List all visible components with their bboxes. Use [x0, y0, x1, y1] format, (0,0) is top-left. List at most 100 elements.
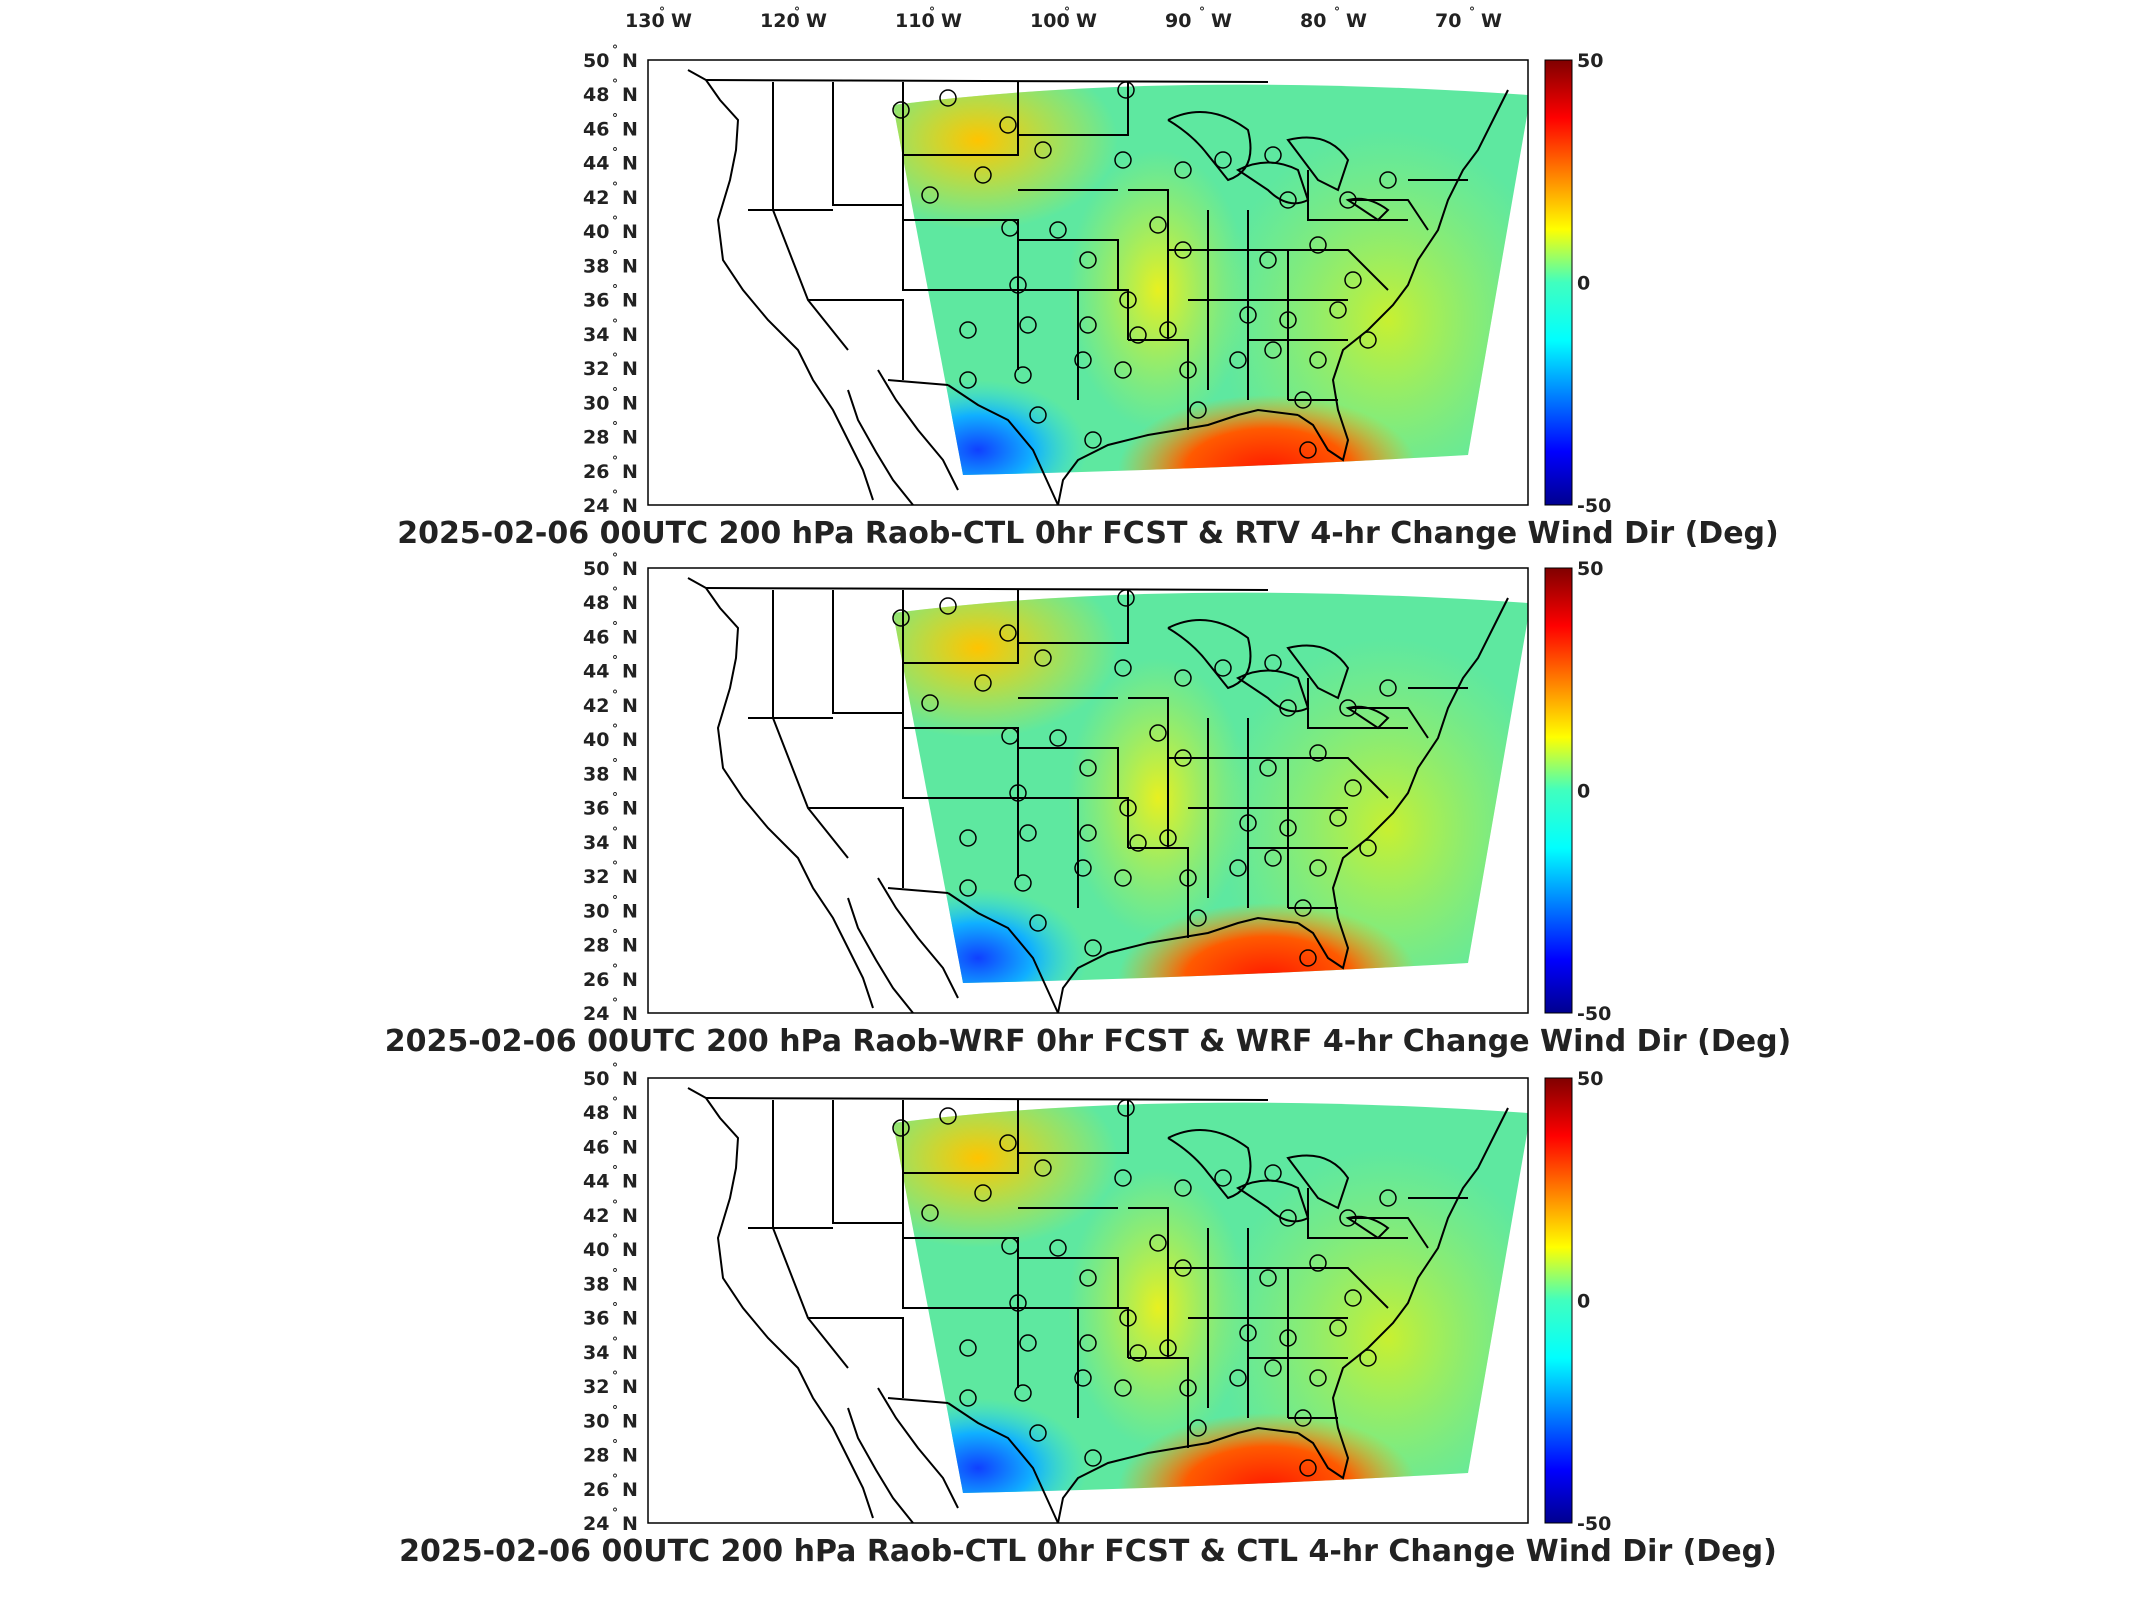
svg-text:N: N [622, 427, 638, 449]
svg-text:°: ° [612, 928, 618, 942]
colorbar-min-label: -50 [1577, 495, 1611, 517]
lat-label-44: 44 ° N [583, 146, 638, 175]
colorbar-max-label: 50 [1577, 558, 1603, 580]
svg-text:50: 50 [583, 50, 609, 72]
colorbar-max-label: 50 [1577, 1068, 1603, 1090]
lat-label-36: 36 ° N [583, 1301, 638, 1330]
svg-text:26: 26 [583, 461, 609, 483]
lat-label-30: 30 ° N [583, 385, 638, 414]
svg-text:N: N [622, 1003, 638, 1025]
lat-label-46: 46 ° N [583, 619, 638, 648]
svg-text:°: ° [1199, 5, 1205, 19]
map-panel-1: 50 ° N48 ° N46 ° N44 ° N42 ° N40 ° N38 ° N36 ° N34 ° N32 ° N… [397, 43, 1779, 551]
svg-text:46: 46 [583, 626, 609, 648]
svg-text:N: N [622, 1513, 638, 1535]
svg-text:38: 38 [583, 255, 609, 277]
svg-text:36: 36 [583, 1308, 609, 1330]
svg-text:N: N [622, 661, 638, 683]
svg-text:N: N [622, 1342, 638, 1364]
lat-label-32: 32 ° N [583, 1369, 638, 1398]
lat-label-24: 24 ° N [583, 1506, 638, 1535]
svg-text:48: 48 [583, 592, 609, 614]
svg-text:°: ° [612, 111, 618, 125]
svg-text:28: 28 [583, 1445, 609, 1467]
svg-text:N: N [622, 832, 638, 854]
svg-text:30: 30 [583, 900, 609, 922]
lat-label-38: 38 ° N [583, 756, 638, 785]
svg-text:N: N [622, 866, 638, 888]
svg-text:°: ° [1064, 5, 1070, 19]
svg-text:28: 28 [583, 935, 609, 957]
lat-label-26: 26 ° N [583, 454, 638, 483]
colorbar-min-label: -50 [1577, 1003, 1611, 1025]
svg-text:24: 24 [583, 495, 609, 517]
lat-label-28: 28 ° N [583, 420, 638, 449]
svg-text:40: 40 [583, 221, 609, 243]
svg-text:°: ° [612, 825, 618, 839]
svg-text:70: 70 [1435, 10, 1461, 32]
svg-text:N: N [622, 626, 638, 648]
lat-label-44: 44 ° N [583, 1164, 638, 1193]
map-area [648, 558, 1558, 1053]
svg-text:N: N [622, 50, 638, 72]
svg-text:N: N [622, 1136, 638, 1158]
svg-text:°: ° [612, 551, 618, 565]
svg-text:°: ° [612, 1232, 618, 1246]
svg-text:N: N [622, 84, 638, 106]
lon-label-70: 70 ° W [1435, 5, 1502, 32]
svg-text:46: 46 [583, 1136, 609, 1158]
svg-text:°: ° [612, 1403, 618, 1417]
svg-text:°: ° [612, 77, 618, 91]
svg-text:°: ° [612, 214, 618, 228]
lat-label-38: 38 ° N [583, 1266, 638, 1295]
svg-text:N: N [622, 763, 638, 785]
svg-text:W: W [1211, 10, 1232, 32]
svg-text:44: 44 [583, 1171, 609, 1193]
lat-label-28: 28 ° N [583, 928, 638, 957]
svg-text:N: N [622, 290, 638, 312]
svg-text:N: N [622, 153, 638, 175]
svg-text:40: 40 [583, 729, 609, 751]
svg-text:N: N [622, 221, 638, 243]
svg-text:N: N [622, 461, 638, 483]
svg-text:N: N [622, 1171, 638, 1193]
lat-label-32: 32 ° N [583, 351, 638, 380]
svg-text:34: 34 [583, 832, 609, 854]
lat-label-26: 26 ° N [583, 1472, 638, 1501]
svg-text:32: 32 [583, 866, 609, 888]
lat-label-44: 44 ° N [583, 654, 638, 683]
svg-text:36: 36 [583, 798, 609, 820]
svg-text:°: ° [612, 688, 618, 702]
colorbar-gradient [1544, 1077, 1573, 1524]
svg-text:50: 50 [583, 1068, 609, 1090]
lat-label-34: 34 ° N [583, 317, 638, 346]
svg-text:42: 42 [583, 187, 609, 209]
svg-text:°: ° [612, 756, 618, 770]
svg-text:°: ° [612, 1266, 618, 1280]
svg-text:W: W [1076, 10, 1097, 32]
lon-label-90: 90 ° W [1165, 5, 1232, 32]
lat-label-30: 30 ° N [583, 1403, 638, 1432]
lat-label-26: 26 ° N [583, 962, 638, 991]
svg-text:40: 40 [583, 1239, 609, 1261]
svg-text:°: ° [612, 1335, 618, 1349]
svg-text:48: 48 [583, 1102, 609, 1124]
svg-text:W: W [941, 10, 962, 32]
map-panel-3: 50 ° N48 ° N46 ° N44 ° N42 ° N40 ° N38 ° N36 ° N34 ° N32 ° N… [399, 1061, 1777, 1569]
svg-text:32: 32 [583, 358, 609, 380]
svg-text:°: ° [794, 5, 800, 19]
svg-text:N: N [622, 392, 638, 414]
svg-text:38: 38 [583, 1273, 609, 1295]
latitude-axis: 50 ° N48 ° N46 ° N44 ° N42 ° N40 ° N38 ° N36 ° N34 ° N32 ° N… [583, 551, 638, 1025]
colorbar-max-label: 50 [1577, 50, 1603, 72]
panel-title: 2025-02-06 00UTC 200 hPa Raob-CTL 0hr FC… [397, 516, 1779, 551]
svg-text:34: 34 [583, 324, 609, 346]
svg-text:°: ° [612, 351, 618, 365]
colorbar: 50 0 -50 [1544, 50, 1611, 517]
lat-label-38: 38 ° N [583, 248, 638, 277]
svg-text:120: 120 [760, 10, 800, 32]
lon-label-100: 100° W [1030, 5, 1097, 32]
svg-text:°: ° [612, 962, 618, 976]
colorbar: 50 0 -50 [1544, 558, 1611, 1025]
